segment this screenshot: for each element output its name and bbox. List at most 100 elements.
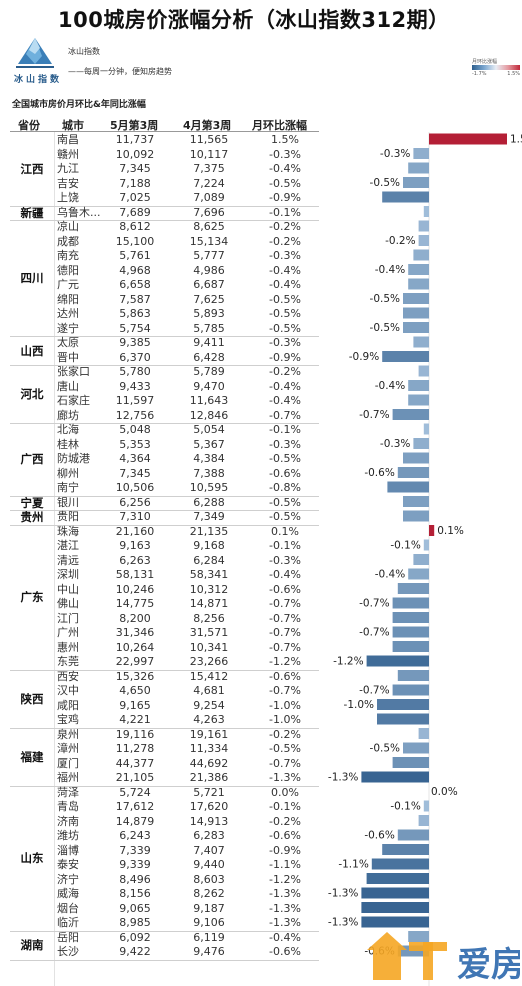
brand-name: 冰山指数 [68, 47, 100, 56]
mom-cell: -0.5% [269, 742, 301, 755]
week5-cell: 9,163 [119, 539, 151, 552]
week4-cell: 5,893 [193, 307, 225, 320]
week4-cell: 6,284 [193, 553, 225, 567]
week4-cell: 7,388 [193, 466, 225, 480]
week4-cell: 31,571 [189, 626, 229, 639]
week5-cell: 5,353 [119, 437, 151, 451]
city-cell: 潍坊 [57, 829, 79, 842]
group-divider [10, 495, 319, 497]
week5-cell: 9,339 [119, 858, 151, 871]
mom-cell: -0.5% [269, 510, 301, 523]
legend-gradient [472, 65, 520, 70]
bar-晋中 [382, 351, 429, 362]
week4-cell: 21,386 [189, 771, 229, 784]
city-cell: 乌鲁木... [57, 205, 101, 219]
bar-label-咸阳: -1.0% [344, 699, 374, 711]
week5-cell: 15,100 [115, 234, 155, 248]
city-cell: 惠州 [57, 640, 79, 654]
table-subtitle: 全国城市房价月环比&年同比涨幅 [12, 100, 146, 110]
mom-cell: -0.3% [269, 249, 301, 262]
city-cell: 淄博 [57, 843, 79, 857]
city-cell: 西安 [57, 669, 79, 683]
province-divider [54, 132, 55, 986]
bar-label-漳州: -0.5% [370, 743, 400, 755]
week4-cell: 6,428 [193, 350, 225, 364]
mom-cell: -1.3% [269, 901, 301, 915]
mom-cell: -0.4% [269, 568, 301, 581]
mom-cell: -0.2% [269, 234, 301, 248]
bar-南充 [413, 249, 429, 261]
week4-cell: 8,603 [193, 872, 225, 886]
week4-cell: 8,256 [193, 611, 225, 625]
group-divider [10, 510, 319, 511]
bar-咸阳 [377, 699, 429, 710]
group-divider [10, 669, 319, 671]
bar-东莞 [366, 655, 429, 667]
week4-cell: 10,312 [189, 582, 229, 596]
bar-深圳 [408, 568, 429, 580]
bar-遂宁 [403, 322, 429, 333]
week5-cell: 22,997 [115, 655, 155, 668]
province-label: 新疆 [20, 205, 44, 220]
mom-cell: -1.2% [269, 872, 301, 886]
mom-cell: -0.6% [269, 582, 301, 596]
mom-cell: -1.2% [269, 655, 301, 668]
bar-太原 [413, 336, 429, 348]
city-cell: 珠海 [57, 524, 79, 538]
city-cell: 厦门 [57, 756, 79, 770]
bar-label-唐山: -0.4% [375, 380, 405, 392]
city-cell: 晋中 [57, 350, 79, 364]
bar-佛山 [392, 597, 429, 609]
bar-label-深圳: -0.4% [375, 569, 405, 581]
province-label: 福建 [20, 749, 44, 764]
city-cell: 青岛 [57, 800, 79, 813]
city-cell: 汉中 [57, 684, 79, 697]
mom-cell: -1.0% [269, 698, 301, 712]
mom-cell: -0.6% [269, 945, 301, 958]
mom-cell: -0.5% [269, 321, 301, 335]
mom-cell: -0.7% [269, 626, 301, 639]
week4-cell: 8,625 [193, 220, 225, 233]
week5-cell: 6,658 [119, 278, 151, 291]
province-label: 陕西 [20, 691, 44, 706]
week4-cell: 14,913 [189, 814, 229, 828]
week4-cell: 12,846 [189, 408, 229, 422]
mom-cell: -0.2% [269, 220, 301, 233]
week5-cell: 14,879 [115, 814, 155, 828]
bar-惠州 [392, 641, 429, 652]
bar-乌鲁木... [423, 206, 429, 217]
bar-label-菏泽: 0.0% [431, 786, 458, 798]
city-cell: 凉山 [57, 220, 79, 233]
bar-德阳 [408, 264, 429, 275]
bar-淄博 [382, 844, 429, 855]
mom-cell: -0.7% [269, 684, 301, 697]
week5-cell: 8,985 [119, 916, 151, 929]
city-cell: 柳州 [57, 466, 79, 480]
bar-南昌 [429, 133, 507, 145]
page-title: 100城房价涨幅分析（冰山指数312期） [58, 8, 450, 32]
week4-cell: 19,161 [189, 727, 229, 741]
week4-cell: 6,283 [193, 829, 225, 842]
week5-cell: 44,377 [115, 756, 155, 770]
bar-烟台 [361, 902, 429, 913]
week5-cell: 6,263 [119, 553, 151, 567]
group-divider [10, 727, 319, 729]
mom-cell: -0.7% [269, 640, 301, 654]
week4-cell: 9,440 [193, 858, 225, 871]
bar-label-桂林: -0.3% [380, 438, 410, 450]
week4-cell: 10,117 [189, 147, 229, 161]
city-cell: 威海 [57, 887, 79, 900]
city-cell: 九江 [57, 162, 79, 175]
week4-cell: 7,625 [193, 292, 225, 306]
city-cell: 漳州 [57, 742, 79, 755]
bar-桂林 [413, 438, 429, 449]
week4-cell: 17,620 [189, 800, 229, 813]
city-cell: 石家庄 [57, 394, 90, 407]
week5-cell: 6,256 [119, 495, 151, 509]
mom-cell: -0.9% [269, 843, 301, 857]
bar-label-珠海: 0.1% [437, 525, 464, 537]
city-cell: 广州 [57, 626, 79, 639]
bar-label-晋中: -0.9% [349, 351, 379, 363]
week5-cell: 6,243 [119, 829, 151, 842]
week5-cell: 17,612 [115, 800, 155, 813]
